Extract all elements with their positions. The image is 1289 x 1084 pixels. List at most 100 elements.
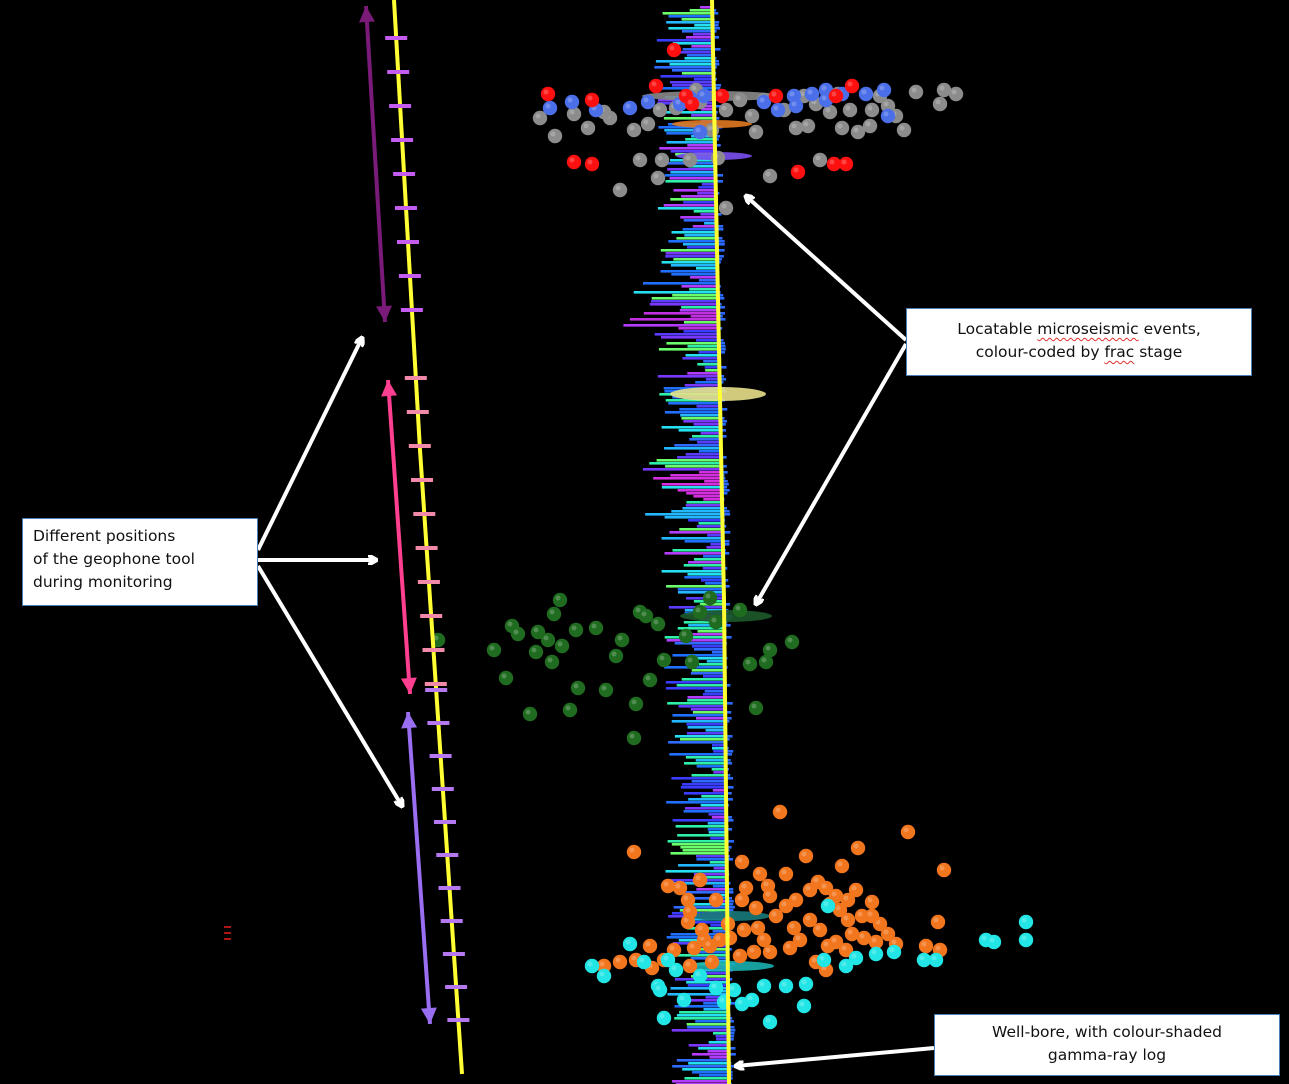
callout-wellbore: Well-bore, with colour-shaded gamma-ray … (934, 1014, 1280, 1076)
gamma-log-sample (677, 834, 727, 837)
gamma-log-sample (688, 798, 726, 801)
microseismic-event-highlight (883, 929, 889, 935)
microseismic-event-highlight (663, 881, 669, 887)
gamma-log-sample (720, 417, 725, 420)
gamma-log-sample (721, 486, 728, 489)
gamma-log-sample (719, 351, 725, 354)
microseismic-event (542, 100, 558, 116)
microseismic-event-highlight (707, 125, 713, 131)
microseismic-event-highlight (531, 647, 537, 653)
gamma-log-sample (702, 693, 725, 696)
gamma-log-sample (661, 537, 723, 540)
microseismic-event-highlight (921, 941, 927, 947)
gamma-log-sample (665, 465, 722, 468)
gamma-log-sample (686, 981, 728, 984)
microseismic-event (738, 880, 754, 896)
microseismic-event (838, 958, 854, 974)
microseismic-event (854, 908, 870, 924)
microseismic-event (566, 106, 582, 122)
microseismic-event (608, 648, 624, 664)
geophone-receiver (427, 721, 450, 725)
gamma-log-sample (688, 519, 723, 522)
microseismic-event-highlight (543, 635, 549, 641)
gamma-log-sample (722, 510, 730, 513)
tool-position-3-arrow (401, 711, 437, 1025)
gamma-log-sample (726, 816, 733, 819)
microseismic-event-highlight (825, 107, 831, 113)
geophone-receiver (385, 36, 408, 40)
microseismic-event (546, 606, 562, 622)
gamma-log-sample (683, 330, 719, 333)
gamma-log-sample (691, 114, 715, 117)
geophone-receivers (385, 36, 470, 1022)
microseismic-event-highlight (759, 97, 765, 103)
gamma-log-sample (717, 249, 725, 252)
microseismic-event-highlight (789, 923, 795, 929)
microseismic-event (756, 94, 772, 110)
gamma-log-sample (672, 69, 714, 72)
gamma-log-sample (698, 522, 723, 525)
gamma-log-sample (699, 471, 722, 474)
microseismic-event (692, 604, 708, 620)
microseismic-event (748, 700, 764, 716)
microseismic-event-highlight (813, 877, 819, 883)
gamma-log-sample (712, 789, 726, 792)
geophone-receiver (393, 172, 416, 176)
microseismic-event-highlight (681, 631, 687, 637)
microseismic-event-highlight (629, 125, 635, 131)
microseismic-event (584, 958, 600, 974)
gamma-log-sample (684, 633, 725, 636)
gamma-log-sample (686, 723, 726, 726)
gamma-log-sample (721, 483, 729, 486)
microseismic-event (798, 976, 814, 992)
microseismic-event (736, 922, 752, 938)
gamma-log-sample (717, 258, 722, 261)
gamma-log-sample (671, 1029, 729, 1032)
microseismic-event-highlight (599, 961, 605, 967)
gamma-log-sample (688, 1062, 729, 1065)
gamma-log-sample (682, 507, 723, 510)
microseismic-event (778, 978, 794, 994)
microseismic-event-highlight (811, 957, 817, 963)
microseismic-event-highlight (871, 937, 877, 943)
microseismic-event-highlight (691, 85, 697, 91)
microseismic-event-highlight (821, 883, 827, 889)
microseismic-event-highlight (549, 609, 555, 615)
gamma-log-sample (686, 501, 722, 504)
gamma-log-sample (718, 306, 725, 309)
gamma-log-sample (718, 342, 725, 345)
microseismic-event (762, 168, 778, 184)
gamma-log-sample (649, 462, 722, 465)
microseismic-event-highlight (751, 127, 757, 133)
microseismic-event (712, 932, 728, 948)
microseismic-event-highlight (837, 123, 843, 129)
microseismic-event (640, 116, 656, 132)
gamma-log-sample (672, 714, 726, 717)
microseismic-event-highlight (919, 955, 925, 961)
tool-position-arrows (358, 5, 437, 1025)
gamma-log-sample (700, 804, 727, 807)
gamma-log-sample (687, 696, 725, 699)
gamma-log-sample (700, 213, 717, 216)
microseismic-event (844, 926, 860, 942)
microseismic-event (570, 680, 586, 696)
gamma-log-sample (700, 6, 713, 9)
gamma-log-sample (716, 237, 723, 240)
microseismic-event (584, 156, 600, 172)
gamma-log-sample (724, 624, 731, 627)
gamma-log-sample (712, 12, 719, 15)
geophone-string-line (392, 0, 464, 1075)
microseismic-event (864, 894, 880, 910)
gamma-log-sample (713, 63, 720, 66)
gamma-log-sample (703, 360, 720, 363)
gamma-log-sample (726, 828, 733, 831)
microseismic-event-highlight (883, 111, 889, 117)
microseismic-event (726, 982, 742, 998)
gamma-log-sample (676, 1014, 729, 1017)
gamma-log-sample (716, 1038, 729, 1041)
gamma-log-sample (682, 1068, 729, 1071)
geophone-receiver (413, 512, 436, 516)
microseismic-event (784, 634, 800, 650)
gamma-log-sample (680, 216, 717, 219)
microseismic-event-highlight (931, 955, 937, 961)
